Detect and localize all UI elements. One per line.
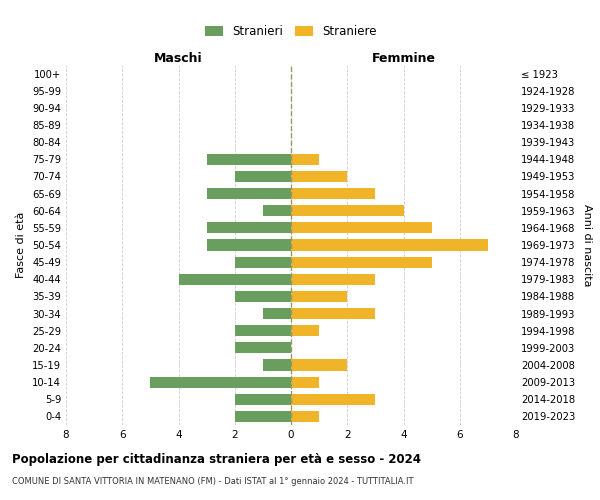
- Bar: [291, 240, 488, 250]
- Bar: [235, 394, 291, 405]
- Bar: [291, 291, 347, 302]
- Bar: [235, 171, 291, 182]
- Bar: [291, 274, 376, 285]
- Legend: Stranieri, Straniere: Stranieri, Straniere: [200, 20, 382, 43]
- Text: COMUNE DI SANTA VITTORIA IN MATENANO (FM) - Dati ISTAT al 1° gennaio 2024 - TUTT: COMUNE DI SANTA VITTORIA IN MATENANO (FM…: [12, 478, 413, 486]
- Bar: [291, 205, 404, 216]
- Bar: [206, 222, 291, 234]
- Text: Femmine: Femmine: [371, 52, 436, 65]
- Bar: [263, 205, 291, 216]
- Y-axis label: Fasce di età: Fasce di età: [16, 212, 26, 278]
- Bar: [235, 342, 291, 353]
- Bar: [263, 308, 291, 319]
- Bar: [206, 154, 291, 165]
- Y-axis label: Anni di nascita: Anni di nascita: [582, 204, 592, 286]
- Bar: [291, 222, 431, 234]
- Bar: [235, 256, 291, 268]
- Bar: [235, 411, 291, 422]
- Bar: [291, 154, 319, 165]
- Bar: [235, 291, 291, 302]
- Bar: [291, 360, 347, 370]
- Bar: [291, 188, 376, 199]
- Bar: [291, 411, 319, 422]
- Bar: [151, 376, 291, 388]
- Bar: [291, 376, 319, 388]
- Bar: [291, 171, 347, 182]
- Bar: [291, 256, 431, 268]
- Bar: [179, 274, 291, 285]
- Bar: [206, 188, 291, 199]
- Bar: [263, 360, 291, 370]
- Text: Maschi: Maschi: [154, 52, 203, 65]
- Bar: [291, 308, 376, 319]
- Bar: [206, 240, 291, 250]
- Bar: [235, 325, 291, 336]
- Text: Popolazione per cittadinanza straniera per età e sesso - 2024: Popolazione per cittadinanza straniera p…: [12, 452, 421, 466]
- Bar: [291, 394, 376, 405]
- Bar: [291, 325, 319, 336]
